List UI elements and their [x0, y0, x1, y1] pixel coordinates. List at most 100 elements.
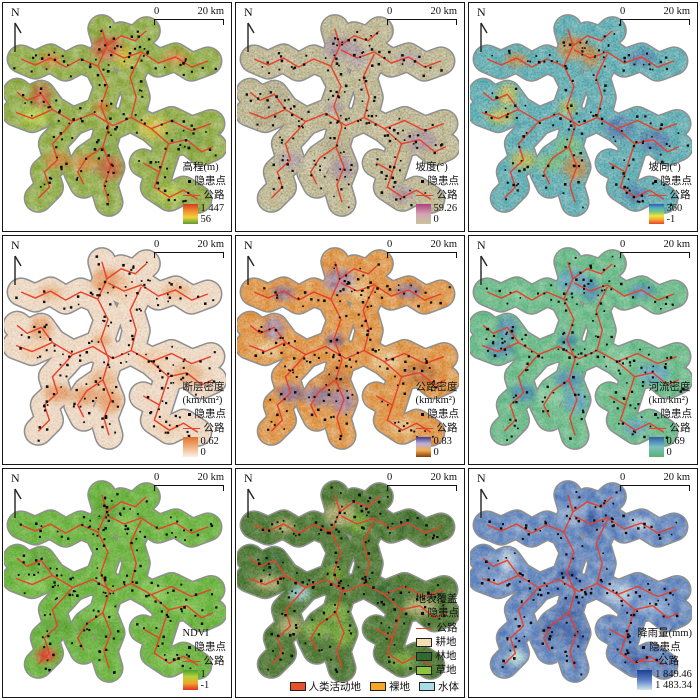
road-label: 公路 [203, 655, 225, 667]
map-slope [237, 11, 459, 219]
color-ramp [182, 204, 198, 224]
color-ramp [182, 670, 198, 690]
hazard-point-icon [420, 612, 424, 616]
map-rainfall [470, 477, 692, 685]
north-arrow-icon [14, 488, 22, 518]
panel-river-density: N 0 20 km 河流密度 (km/km²) 隐患点 公路 0.69 0 [468, 235, 698, 465]
panel-road-density: N 0 20 km 公路密度 (km/km²) 隐患点 公路 0.83 0 [235, 235, 465, 465]
road-line-icon [648, 427, 666, 429]
scale-bar-line [620, 18, 690, 25]
scale-distance: 20 km [197, 239, 224, 250]
legend-title-units: (km/km²) [648, 394, 689, 406]
map-landcover [237, 477, 459, 685]
bareland-label: 裸地 [389, 682, 410, 693]
legend-river-density: 河流密度 (km/km²) 隐患点 公路 0.69 0 [648, 381, 692, 459]
legend-title: 河流密度 [648, 381, 691, 393]
ramp-min: 1 483.34 [655, 679, 692, 691]
bareland-swatch [370, 682, 386, 691]
panel-fault-density: N 0 20 km 断层密度 (km/km²) 隐患点 公路 0.62 0 [2, 235, 232, 465]
ramp-max: 0.62 [200, 436, 219, 447]
road-label: 公路 [669, 189, 691, 201]
scale-bar-line [387, 18, 457, 25]
road-line-icon [415, 427, 433, 429]
north-label: N [477, 238, 486, 252]
hazard-point-icon [420, 412, 424, 416]
scale-bar-line [154, 484, 224, 491]
road-line-icon [182, 194, 200, 196]
north-label: N [244, 471, 253, 485]
scale-bar: 0 20 km [620, 6, 690, 25]
legend-title: 高程(m) [182, 161, 219, 173]
color-ramp [182, 437, 198, 457]
road-line-icon [648, 194, 666, 196]
forest-swatch [415, 651, 432, 661]
scale-zero: 0 [387, 239, 393, 250]
north-label: N [244, 238, 253, 252]
north-arrow-icon [247, 255, 255, 285]
ramp-min: 56 [200, 213, 212, 225]
scale-bar-line [154, 18, 224, 25]
north-indicator: N [243, 472, 257, 524]
water-label: 水体 [438, 682, 459, 693]
north-arrow-icon [480, 22, 488, 52]
scale-bar-line [620, 251, 690, 258]
panel-rainfall: N 0 20 km 降雨量(mm) 隐患点 公路 1 849.46 1 483.34 [468, 468, 698, 698]
scale-distance: 20 km [663, 239, 690, 250]
ramp-min: -1 [200, 679, 210, 691]
scale-bar-line [154, 251, 224, 258]
scale-bar: 0 20 km [620, 472, 690, 491]
road-label: 公路 [658, 655, 680, 667]
hazard-point-icon [420, 179, 424, 183]
north-label: N [477, 5, 486, 19]
water-swatch [419, 682, 435, 691]
scale-bar: 0 20 km [387, 6, 457, 25]
hazard-point-label: 隐患点 [194, 408, 227, 420]
scale-zero: 0 [387, 472, 393, 483]
map-road-density [237, 244, 459, 452]
hazard-point-label: 隐患点 [649, 641, 681, 653]
panel-ndvi: N 0 20 km NDVI 隐患点 公路 1 -1 [2, 468, 232, 698]
map-ndvi [4, 477, 226, 685]
hazard-point-icon [187, 645, 191, 649]
north-label: N [477, 471, 486, 485]
hazard-point-label: 隐患点 [427, 175, 460, 187]
panel-aspect: N 0 20 km 坡向(°) 隐患点 公路 360 -1 [468, 2, 698, 232]
farmland-label: 耕地 [435, 636, 457, 648]
north-indicator: N [10, 6, 24, 58]
scale-zero: 0 [620, 6, 626, 17]
scale-distance: 20 km [430, 6, 457, 17]
north-arrow-icon [14, 22, 22, 52]
hazard-point-icon [187, 179, 191, 183]
north-indicator: N [10, 472, 24, 524]
legend-title: 公路密度 [415, 381, 458, 393]
legend-title: 断层密度 [182, 381, 225, 393]
hazard-point-icon [653, 412, 657, 416]
scale-distance: 20 km [197, 472, 224, 483]
legend-landcover: 地表覆盖 隐患点 公路 耕地 林地 草地 [415, 593, 459, 677]
ramp-min: 0 [666, 446, 672, 458]
road-label: 公路 [436, 622, 458, 634]
hazard-point-label: 隐患点 [194, 175, 227, 187]
scale-zero: 0 [387, 6, 393, 17]
grassland-swatch [415, 665, 432, 675]
north-label: N [11, 5, 20, 19]
road-line-icon [415, 194, 433, 196]
scale-zero: 0 [154, 472, 160, 483]
road-line-icon [637, 660, 655, 662]
color-ramp [415, 204, 431, 224]
scale-bar-line [387, 484, 457, 491]
north-label: N [11, 471, 20, 485]
scale-distance: 20 km [197, 6, 224, 17]
ramp-min: 0 [433, 446, 439, 458]
road-label: 公路 [436, 422, 458, 434]
scale-bar: 0 20 km [154, 239, 224, 258]
scale-bar: 0 20 km [154, 472, 224, 491]
ramp-max: 0.69 [666, 436, 685, 447]
north-arrow-icon [480, 255, 488, 285]
legend-aspect: 坡向(°) 隐患点 公路 360 -1 [648, 161, 692, 225]
road-label: 公路 [203, 422, 225, 434]
north-arrow-icon [247, 488, 255, 518]
scale-bar-line [387, 251, 457, 258]
north-label: N [11, 238, 20, 252]
north-indicator: N [476, 6, 490, 58]
